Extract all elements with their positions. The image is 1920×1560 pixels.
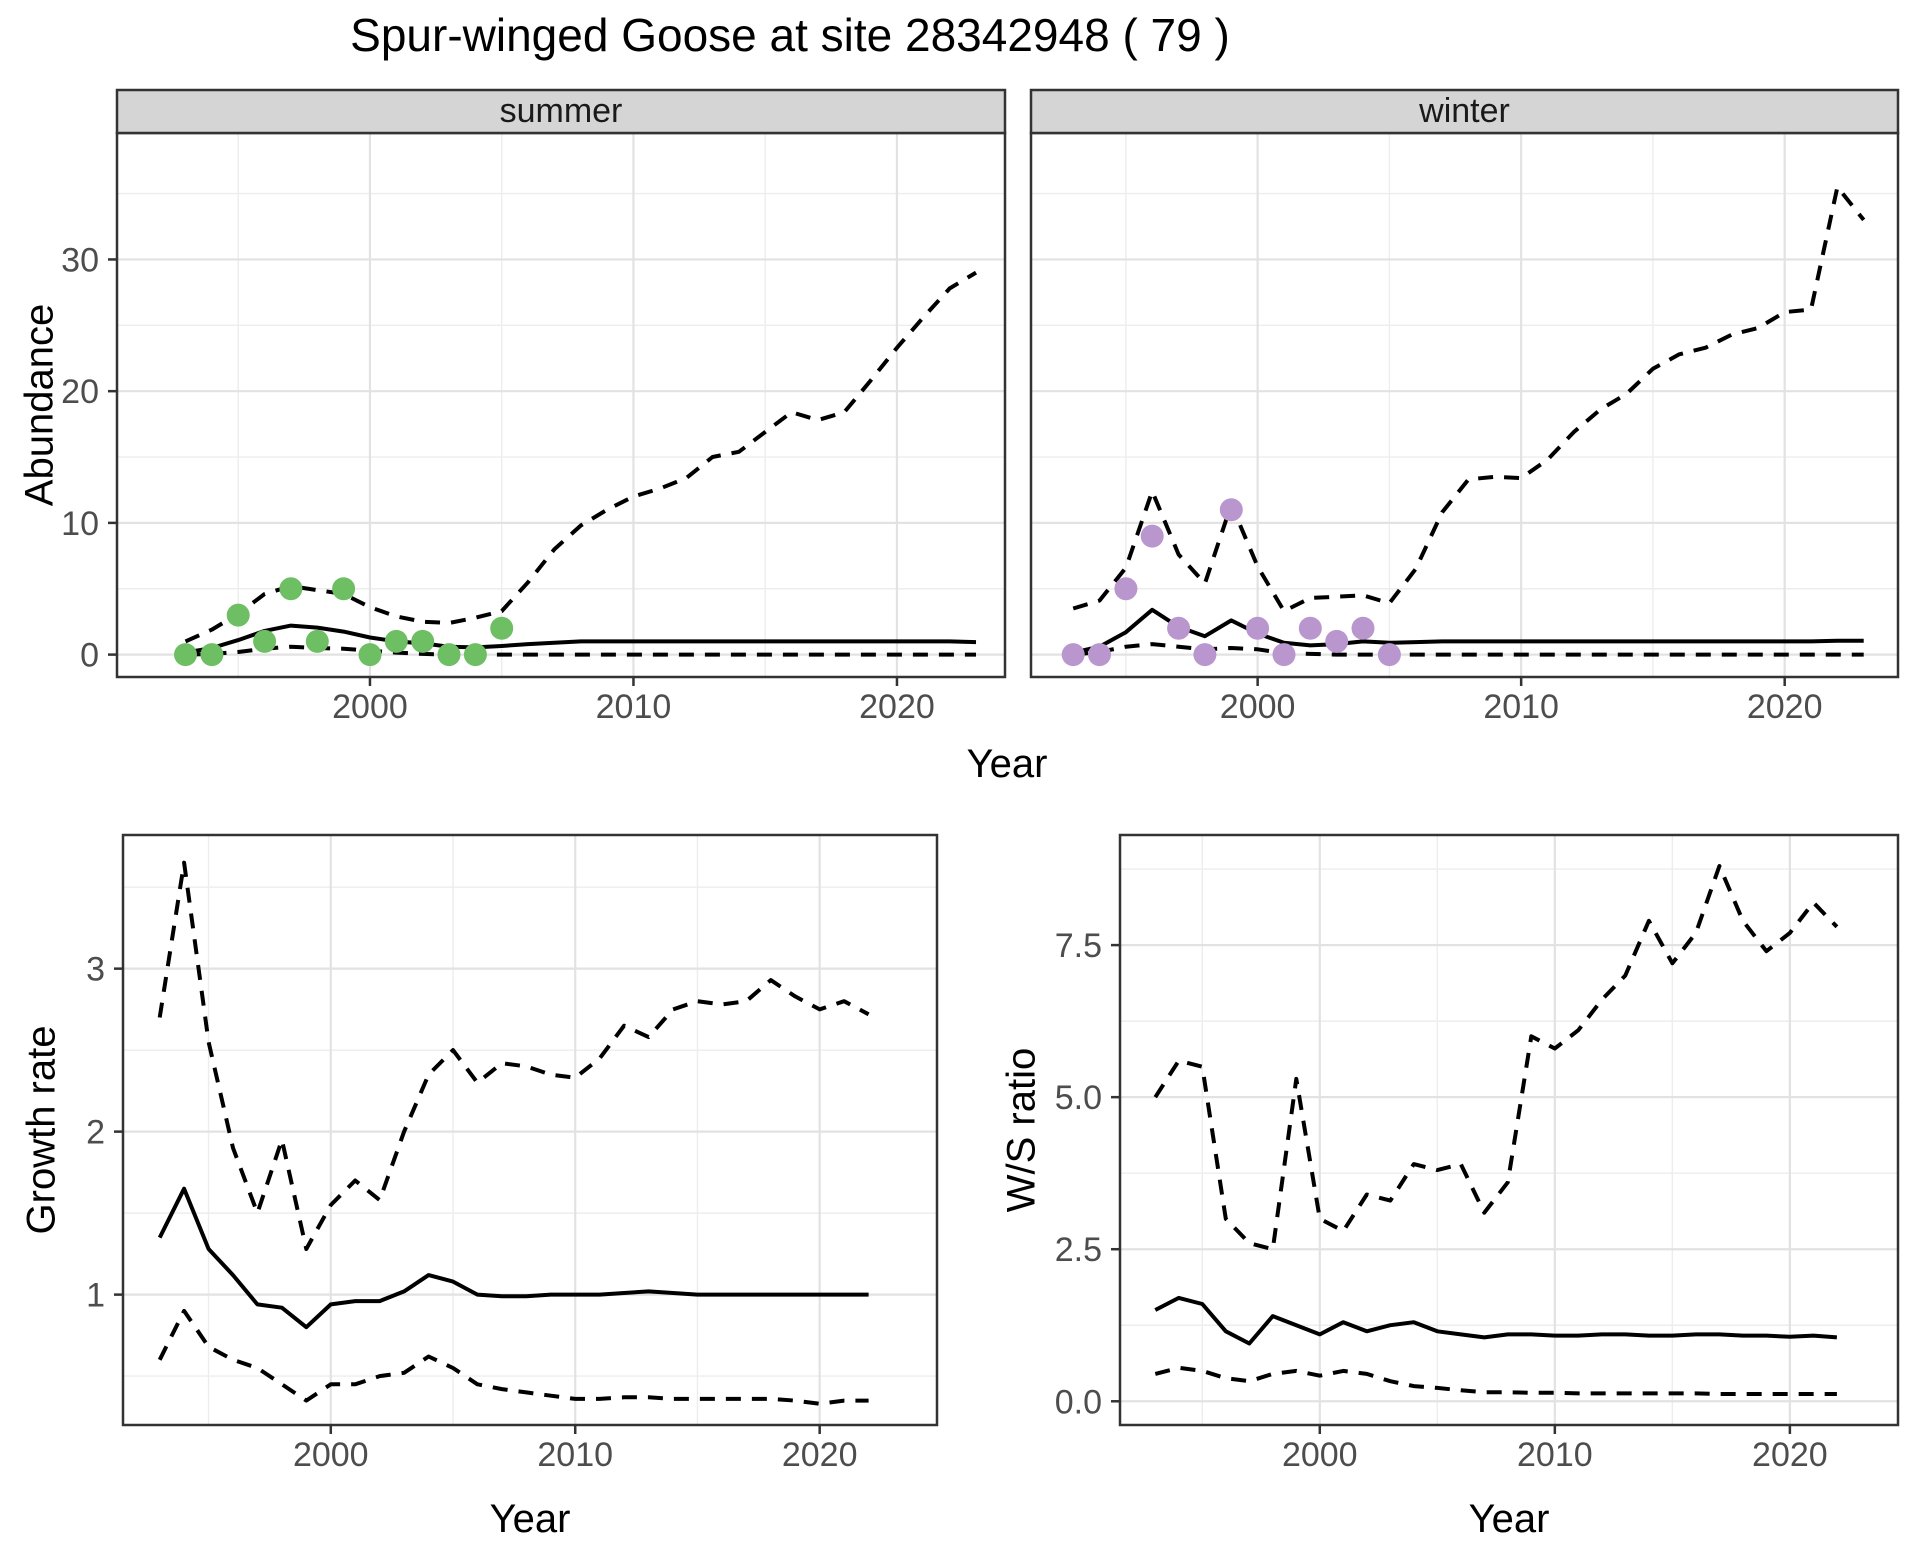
abundance-summer-median-line xyxy=(185,623,977,655)
x-axis-title-year-growth: Year xyxy=(489,1497,571,1541)
ws-ratio-x-tick-label: 2000 xyxy=(1282,1436,1358,1474)
ws-ratio-x-tick-label: 2010 xyxy=(1517,1436,1593,1474)
x-axis-title-year-top: Year xyxy=(966,742,1048,786)
abundance-summer-observed-point xyxy=(305,629,329,653)
y-axis-title-abundance: Abundance xyxy=(17,303,62,507)
growth-rate-x-tick-label: 2010 xyxy=(537,1436,613,1474)
abundance-summer-observed-point xyxy=(253,629,277,653)
abundance-summer-x-tick-label: 2020 xyxy=(859,688,935,726)
abundance-winter-observed-point xyxy=(1325,629,1349,653)
abundance-winter-x-tick-label: 2020 xyxy=(1747,688,1823,726)
abundance-summer-y-tick-label: 20 xyxy=(61,373,99,411)
ws-ratio-y-tick-label: 2.5 xyxy=(1055,1231,1102,1269)
growth-rate-median-line xyxy=(157,1186,869,1330)
facet-label-winter: winter xyxy=(1419,92,1510,130)
abundance-summer-facet-strip xyxy=(115,88,1007,135)
growth-rate-y-tick-label: 1 xyxy=(86,1277,105,1315)
ws-ratio-y-tick-label: 0.0 xyxy=(1055,1383,1102,1421)
abundance-winter-panel-bg xyxy=(1031,133,1898,677)
growth-rate-y-tick-label: 3 xyxy=(86,951,105,989)
abundance-winter-observed-point xyxy=(1114,577,1138,601)
abundance-summer-panel-bg xyxy=(117,133,1005,677)
abundance-winter-facet-strip xyxy=(1029,88,1900,135)
abundance-summer-y-tick-label: 30 xyxy=(61,241,99,279)
abundance-summer-observed-point xyxy=(384,629,408,653)
ws-ratio-panel-bg xyxy=(1120,835,1898,1425)
abundance-summer-observed-point xyxy=(490,616,514,640)
abundance-winter-observed-point xyxy=(1272,643,1296,667)
ws-ratio-y-tick-label: 5.0 xyxy=(1055,1079,1102,1117)
abundance-winter-observed-point xyxy=(1061,643,1085,667)
abundance-summer-upper-ci-line xyxy=(184,270,978,644)
abundance-summer-x-tick-label: 2000 xyxy=(332,688,408,726)
abundance-winter-observed-point xyxy=(1140,524,1164,548)
abundance-summer-observed-point xyxy=(463,643,487,667)
growth-rate-upper-ci-line xyxy=(157,860,870,1251)
abundance-summer-x-tick-label: 2010 xyxy=(596,688,672,726)
growth-rate-panel-border xyxy=(121,833,939,1427)
ws-ratio-panel-border xyxy=(1118,833,1900,1427)
abundance-winter-observed-point xyxy=(1298,616,1322,640)
abundance-winter-median-line xyxy=(1072,607,1864,655)
growth-rate-x-tick-label: 2000 xyxy=(293,1436,369,1474)
x-axis-title-year-ws: Year xyxy=(1468,1497,1550,1541)
ws-ratio-y-tick-label: 7.5 xyxy=(1055,927,1102,965)
abundance-summer-observed-point xyxy=(437,643,461,667)
abundance-winter-observed-point xyxy=(1351,616,1375,640)
abundance-summer-y-tick-label: 0 xyxy=(80,637,99,675)
abundance-summer-observed-point xyxy=(174,643,197,667)
abundance-summer-observed-point xyxy=(411,629,435,653)
abundance-summer-observed-point xyxy=(226,603,250,627)
abundance-winter-observed-point xyxy=(1167,616,1191,640)
facet-label-summer: summer xyxy=(499,92,623,130)
abundance-winter-x-tick-label: 2000 xyxy=(1220,688,1296,726)
y-axis-title-growth-rate: Growth rate xyxy=(19,1025,64,1235)
abundance-winter-observed-point xyxy=(1246,616,1270,640)
abundance-winter-x-tick-label: 2010 xyxy=(1483,688,1559,726)
abundance-summer-observed-point xyxy=(358,643,382,667)
growth-rate-panel-bg xyxy=(123,835,937,1425)
abundance-winter-observed-point xyxy=(1219,498,1243,522)
figure-title: Spur-winged Goose at site 28342948 ( 79 … xyxy=(350,9,1230,61)
ws-ratio-x-tick-label: 2020 xyxy=(1752,1436,1828,1474)
abundance-summer-y-tick-label: 10 xyxy=(61,505,99,543)
abundance-winter-observed-point xyxy=(1377,643,1401,667)
abundance-winter-observed-point xyxy=(1193,643,1217,667)
abundance-summer-observed-point xyxy=(279,577,303,601)
ws-ratio-lower-ci-line xyxy=(1154,1365,1837,1396)
abundance-winter-observed-point xyxy=(1088,643,1111,667)
ws-ratio-median-line xyxy=(1154,1295,1838,1346)
growth-rate-x-tick-label: 2020 xyxy=(782,1436,858,1474)
abundance-summer-observed-point xyxy=(332,577,356,601)
y-axis-title-ws-ratio: W/S ratio xyxy=(999,1047,1044,1213)
growth-rate-y-tick-label: 2 xyxy=(86,1114,105,1152)
abundance-summer-observed-point xyxy=(200,643,224,667)
